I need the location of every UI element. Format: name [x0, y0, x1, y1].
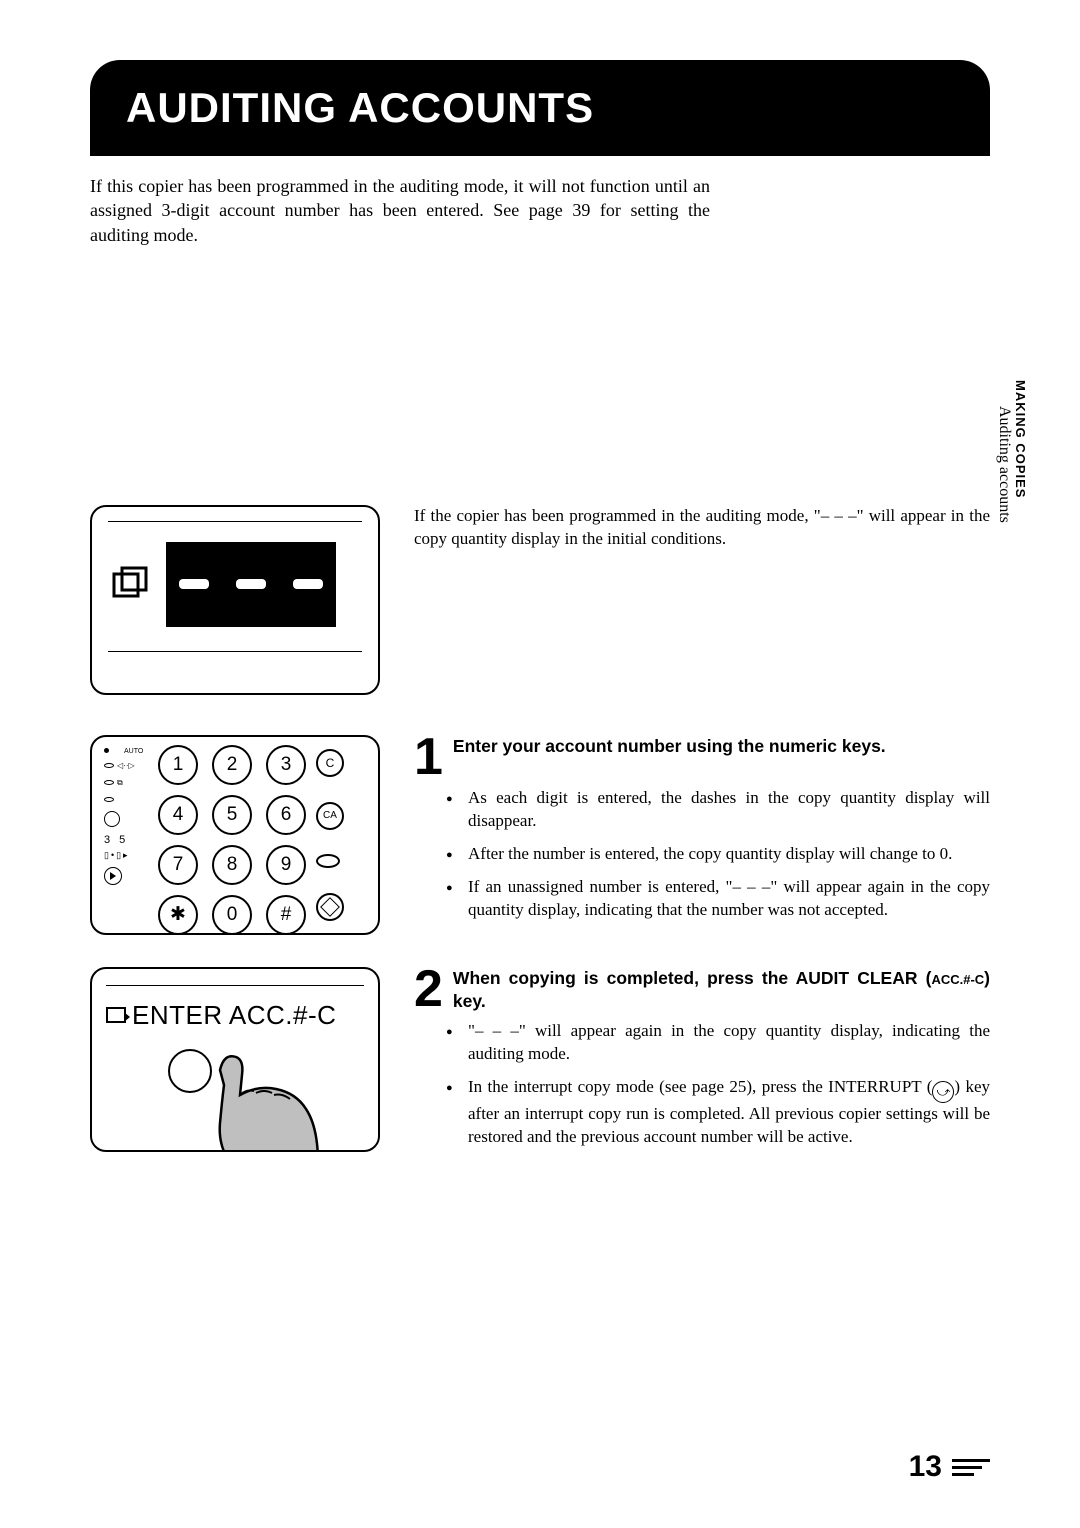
- key-0: 0: [212, 895, 252, 935]
- display-note: If the copier has been programmed in the…: [390, 505, 990, 551]
- key-hash: #: [266, 895, 306, 935]
- page-title: AUDITING ACCOUNTS: [90, 60, 990, 156]
- display-panel-illustration: [90, 505, 380, 695]
- side-tab-sub: Auditing accounts: [995, 406, 1013, 523]
- step-1-bullet: If an unassigned number is entered, "– –…: [446, 876, 990, 922]
- key-7: 7: [158, 845, 198, 885]
- key-4: 4: [158, 795, 198, 835]
- step-1-bullet: As each digit is entered, the dashes in …: [446, 787, 990, 833]
- key-c: C: [316, 749, 344, 777]
- key-1: 1: [158, 745, 198, 785]
- step-2-title: When copying is completed, press the AUD…: [453, 967, 990, 1013]
- lcd-display: [166, 542, 336, 627]
- key-2: 2: [212, 745, 252, 785]
- interrupt-icon: ⤻: [932, 1081, 954, 1103]
- key-diamond: [316, 893, 344, 921]
- key-ca: CA: [316, 802, 344, 830]
- key-6: 6: [266, 795, 306, 835]
- step-2-bullet: "– – –" will appear again in the copy qu…: [446, 1020, 990, 1066]
- copy-stack-icon: [110, 566, 150, 602]
- page-number: 13: [909, 1450, 990, 1484]
- enter-acc-label: ENTER ACC.#-C: [106, 1000, 364, 1031]
- step-1-number: 1: [414, 735, 443, 779]
- step-2-number: 2: [414, 967, 443, 1011]
- step-1-title: Enter your account number using the nume…: [453, 735, 886, 758]
- key-9: 9: [266, 845, 306, 885]
- keypad-illustration: AUTO ◁··▷ ⧉ 3 5 ▯•▯▸ 1 2 3 4 5 6 7: [90, 735, 380, 935]
- key-oval: [316, 854, 340, 868]
- intro-paragraph: If this copier has been programmed in th…: [90, 174, 710, 247]
- finger-press-icon: [200, 1045, 330, 1152]
- key-8: 8: [212, 845, 252, 885]
- key-3: 3: [266, 745, 306, 785]
- key-star: ✱: [158, 895, 198, 935]
- step-1-bullet: After the number is entered, the copy qu…: [446, 843, 990, 866]
- step-2-bullet: In the interrupt copy mode (see page 25)…: [446, 1076, 990, 1149]
- key-5: 5: [212, 795, 252, 835]
- press-key-illustration: ENTER ACC.#-C: [90, 967, 380, 1152]
- side-tab-section: MAKING COPIES: [1013, 380, 1028, 523]
- enter-icon: [106, 1007, 126, 1023]
- side-tab: MAKING COPIES Auditing accounts: [995, 380, 1028, 523]
